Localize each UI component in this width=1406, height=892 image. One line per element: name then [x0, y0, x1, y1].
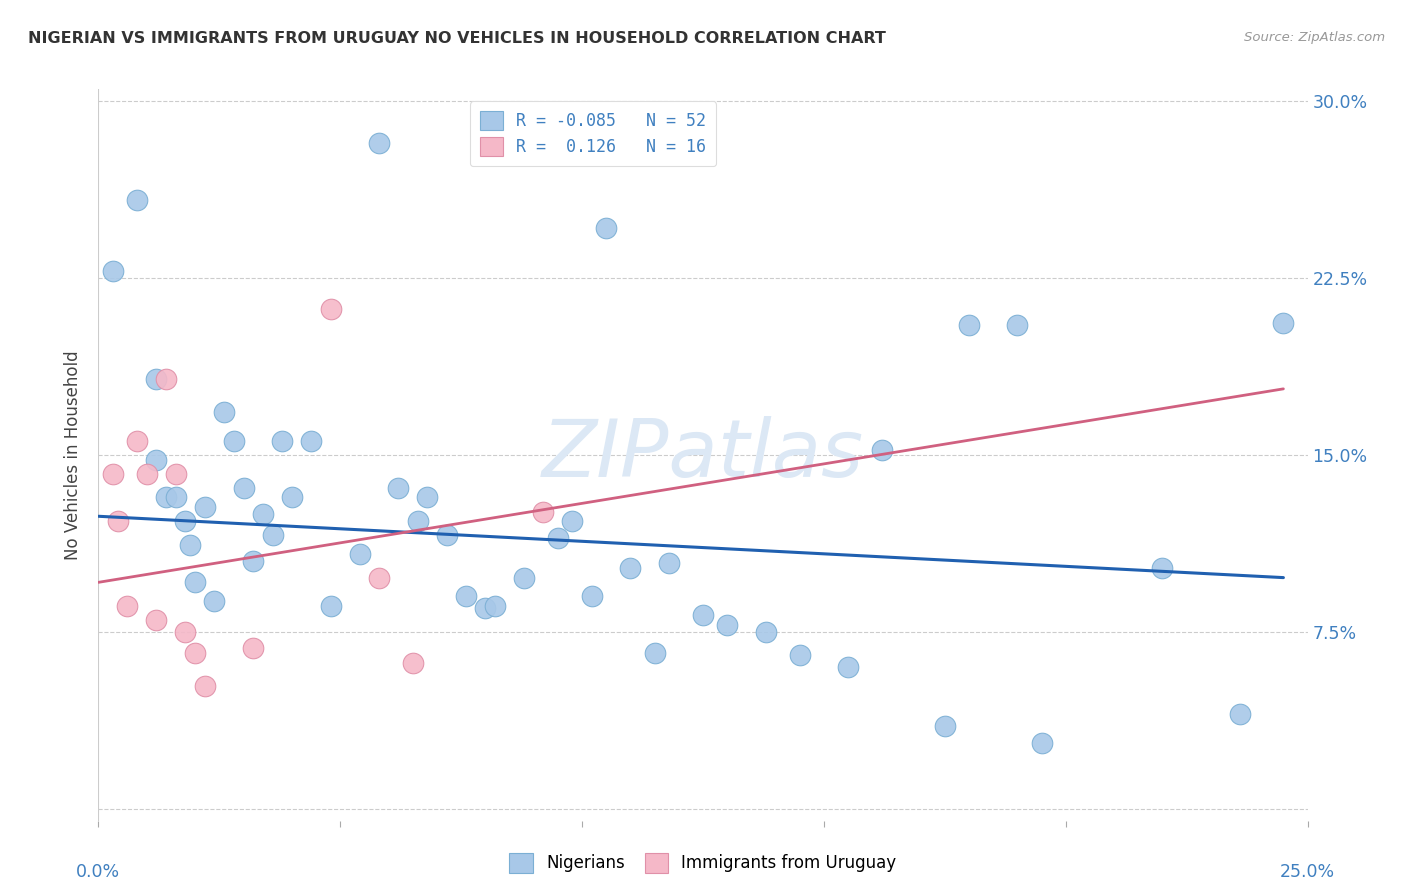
Point [155, 491, 177, 505]
Point [155, 372, 177, 386]
Point [127, 434, 149, 448]
Point [165, 467, 187, 481]
Point [319, 301, 342, 316]
Point [692, 608, 714, 623]
Point [402, 656, 425, 670]
Point [934, 719, 956, 733]
Point [319, 599, 342, 613]
Point [262, 528, 284, 542]
Point [870, 443, 893, 458]
Point [204, 594, 226, 608]
Point [1272, 316, 1295, 330]
Point [242, 554, 264, 568]
Point [789, 648, 811, 663]
Point [1007, 318, 1029, 333]
Point [212, 405, 235, 419]
Point [165, 491, 187, 505]
Point [1031, 736, 1053, 750]
Point [232, 481, 254, 495]
Y-axis label: No Vehicles in Household: No Vehicles in Household [65, 350, 83, 560]
Point [222, 434, 245, 448]
Point [242, 641, 264, 656]
Point [595, 221, 617, 235]
Point [271, 434, 294, 448]
Point [184, 646, 207, 660]
Point [1152, 561, 1174, 575]
Point [716, 617, 738, 632]
Point [145, 452, 167, 467]
Text: ZIPatlas: ZIPatlas [541, 416, 865, 494]
Point [484, 599, 506, 613]
Point [474, 601, 496, 615]
Point [436, 528, 458, 542]
Point [755, 624, 778, 639]
Legend: R = -0.085   N = 52, R =  0.126   N = 16: R = -0.085 N = 52, R = 0.126 N = 16 [470, 101, 716, 166]
Text: 0.0%: 0.0% [76, 863, 121, 881]
Point [644, 646, 666, 660]
Point [368, 136, 391, 151]
Text: 25.0%: 25.0% [1279, 863, 1336, 881]
Point [454, 590, 477, 604]
Point [523, 125, 546, 139]
Point [1229, 707, 1251, 722]
Point [368, 571, 391, 585]
Point [101, 467, 124, 481]
Point [107, 514, 129, 528]
Point [135, 467, 157, 481]
Point [194, 679, 217, 693]
Legend: Nigerians, Immigrants from Uruguay: Nigerians, Immigrants from Uruguay [503, 847, 903, 880]
Point [561, 514, 583, 528]
Point [658, 557, 681, 571]
Point [179, 538, 201, 552]
Point [299, 434, 322, 448]
Point [349, 547, 371, 561]
Point [581, 590, 603, 604]
Point [101, 264, 124, 278]
Point [252, 507, 274, 521]
Point [184, 575, 207, 590]
Point [194, 500, 217, 514]
Point [416, 491, 439, 505]
Point [531, 504, 554, 518]
Text: NIGERIAN VS IMMIGRANTS FROM URUGUAY NO VEHICLES IN HOUSEHOLD CORRELATION CHART: NIGERIAN VS IMMIGRANTS FROM URUGUAY NO V… [28, 31, 886, 46]
Point [174, 624, 197, 639]
Point [174, 514, 197, 528]
Point [387, 481, 409, 495]
Text: Source: ZipAtlas.com: Source: ZipAtlas.com [1244, 31, 1385, 45]
Point [406, 514, 429, 528]
Point [957, 318, 980, 333]
Point [837, 660, 859, 674]
Point [145, 613, 167, 627]
Point [117, 599, 139, 613]
Point [547, 531, 569, 545]
Point [513, 571, 536, 585]
Point [619, 561, 641, 575]
Point [145, 372, 167, 386]
Point [127, 193, 149, 207]
Point [281, 491, 304, 505]
